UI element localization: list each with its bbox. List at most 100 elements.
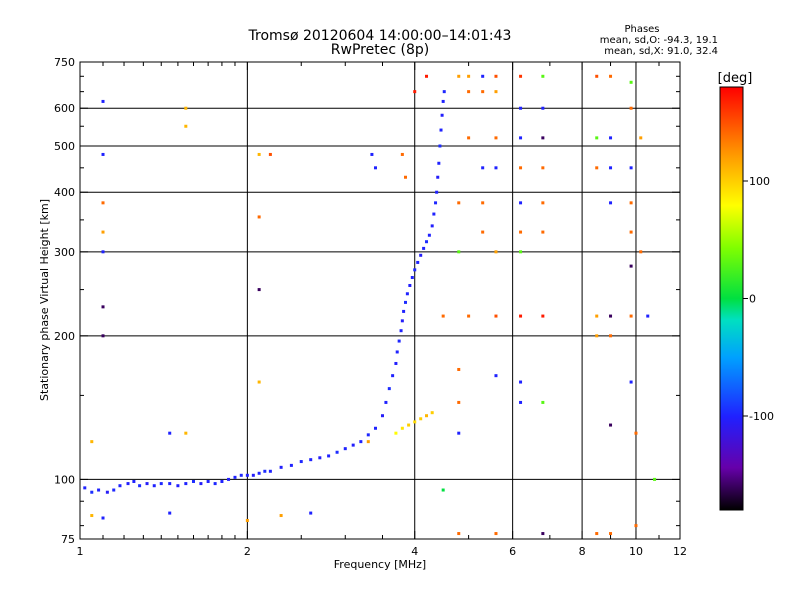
data-point-s2 <box>609 136 613 140</box>
data-point-s2 <box>257 288 261 292</box>
data-point-s0 <box>343 447 347 451</box>
data-point-s2 <box>595 136 599 140</box>
data-point-s2 <box>609 74 613 78</box>
y-tick-label: 200 <box>54 330 75 343</box>
data-point-s2 <box>646 314 650 318</box>
data-point-s0 <box>435 190 439 194</box>
data-point-s2 <box>457 74 461 78</box>
data-points <box>83 74 657 536</box>
data-point-s0 <box>126 482 130 486</box>
data-point-s0 <box>391 374 395 378</box>
data-point-s0 <box>402 309 406 313</box>
data-point-s2 <box>101 230 105 234</box>
data-point-s2 <box>370 152 374 156</box>
data-point-s2 <box>184 106 188 110</box>
data-point-s0 <box>206 479 210 483</box>
data-point-s2 <box>519 136 523 140</box>
data-point-s2 <box>519 400 523 404</box>
data-point-s2 <box>609 314 613 318</box>
data-point-s0 <box>373 426 377 430</box>
data-point-s0 <box>434 201 438 205</box>
data-point-s2 <box>400 152 404 156</box>
data-point-s1 <box>400 426 404 430</box>
data-point-s0 <box>309 458 313 462</box>
data-point-s0 <box>233 475 237 479</box>
data-point-s2 <box>639 136 643 140</box>
data-point-s0 <box>145 482 149 486</box>
data-point-s1 <box>407 423 411 427</box>
data-point-s0 <box>239 473 243 477</box>
data-point-s2 <box>481 230 485 234</box>
data-point-s2 <box>268 152 272 156</box>
data-point-s2 <box>457 532 461 536</box>
x-tick-label: 6 <box>509 545 516 558</box>
data-point-s2 <box>519 314 523 318</box>
y-tick-label: 500 <box>54 140 75 153</box>
data-point-s2 <box>309 511 313 515</box>
data-point-s2 <box>629 106 633 110</box>
data-point-s2 <box>629 264 633 268</box>
data-point-s0 <box>425 240 429 244</box>
data-point-s2 <box>457 400 461 404</box>
data-point-s0 <box>380 414 384 418</box>
data-point-s2 <box>609 423 613 427</box>
data-point-s2 <box>595 166 599 170</box>
data-point-s2 <box>457 250 461 254</box>
data-point-s2 <box>519 380 523 384</box>
data-point-s2 <box>481 201 485 205</box>
data-point-s0 <box>399 329 403 333</box>
data-point-s2 <box>519 230 523 234</box>
data-point-s2 <box>404 175 408 179</box>
data-point-s2 <box>609 166 613 170</box>
chart-subtitle: RwPretec (8p) <box>331 42 429 58</box>
data-point-s0 <box>327 454 331 458</box>
data-point-s2 <box>519 74 523 78</box>
x-tick-label: 10 <box>629 545 643 558</box>
phase-stats-heading: Phases <box>624 24 659 35</box>
data-point-s2 <box>101 99 105 103</box>
data-point-s2 <box>494 90 498 94</box>
data-point-s0 <box>220 479 224 483</box>
chart-header: Tromsø 20120604 14:00:00–14:01:43 RwPret… <box>248 24 718 58</box>
data-point-s2 <box>609 334 613 338</box>
data-point-s0 <box>436 175 440 179</box>
data-point-s2 <box>90 440 94 444</box>
data-point-s2 <box>373 166 377 170</box>
data-point-s2 <box>413 90 417 94</box>
data-point-s2 <box>184 124 188 128</box>
data-point-s2 <box>366 440 370 444</box>
phase-stats-o: mean, sd,O: -94.3, 19.1 <box>600 35 718 46</box>
data-point-s2 <box>494 374 498 378</box>
data-point-s2 <box>257 152 261 156</box>
data-point-s2 <box>184 431 188 435</box>
data-point-s0 <box>441 99 445 103</box>
data-point-s2 <box>595 314 599 318</box>
data-point-s2 <box>494 136 498 140</box>
data-point-s0 <box>245 473 249 477</box>
data-point-s2 <box>634 524 638 528</box>
x-tick-label: 2 <box>244 545 251 558</box>
data-point-s2 <box>494 250 498 254</box>
data-point-s2 <box>629 380 633 384</box>
phase-stats-x: mean, sd,X: 91.0, 32.4 <box>604 46 718 57</box>
data-point-s0 <box>440 113 444 117</box>
data-point-s2 <box>481 74 485 78</box>
data-point-s2 <box>101 516 105 520</box>
data-point-s2 <box>494 74 498 78</box>
data-point-s2 <box>257 380 261 384</box>
data-point-s2 <box>653 477 657 481</box>
data-point-s2 <box>101 305 105 309</box>
data-point-s0 <box>405 292 409 296</box>
data-point-s0 <box>413 268 417 272</box>
data-point-s2 <box>634 431 638 435</box>
data-point-s2 <box>101 250 105 254</box>
data-point-s0 <box>422 246 426 250</box>
x-tick-labels: 1 2 4 6 8 10 12 <box>77 545 688 558</box>
data-point-s0 <box>400 319 404 323</box>
data-point-s2 <box>519 166 523 170</box>
data-point-s0 <box>335 450 339 454</box>
data-point-s2 <box>168 511 172 515</box>
data-point-s2 <box>467 74 471 78</box>
y-tick-label: 75 <box>61 533 75 546</box>
data-point-s0 <box>199 482 203 486</box>
